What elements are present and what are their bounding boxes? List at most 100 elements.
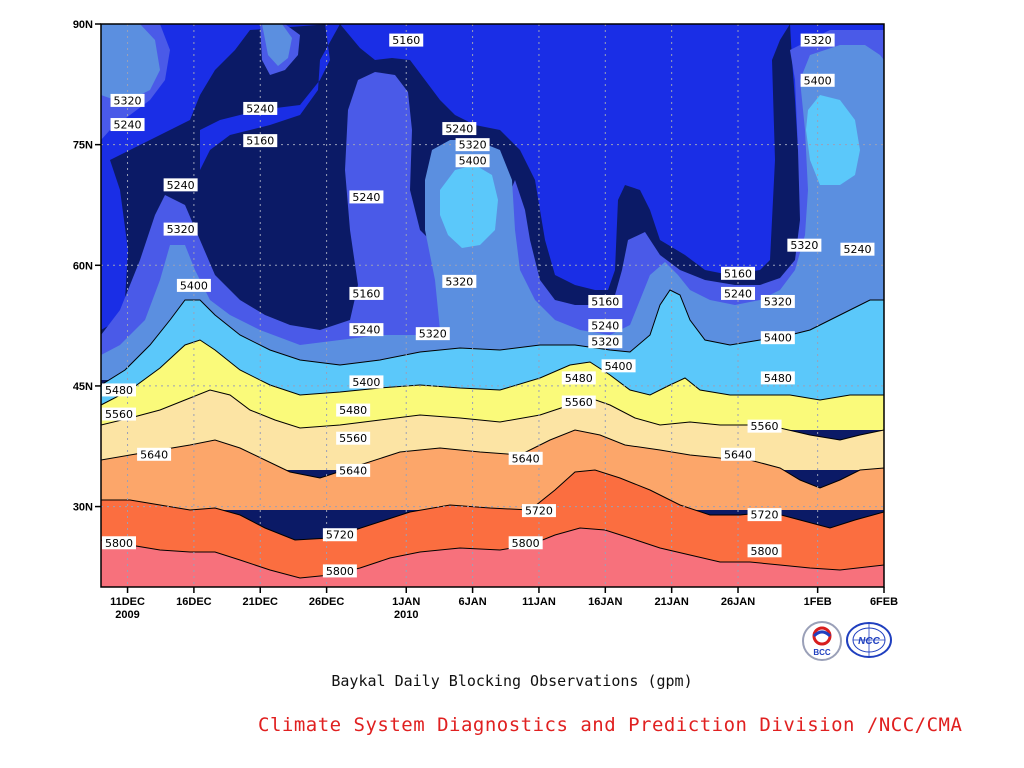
- contour-label-bg: [601, 359, 636, 373]
- contour-label-bg: [760, 294, 795, 308]
- chart-title: Baykal Daily Blocking Observations (gpm): [331, 672, 693, 690]
- x-tick-label: 16JAN: [588, 596, 622, 608]
- contour-label: 5320: [455, 138, 490, 152]
- contour-label: 5400: [760, 331, 795, 345]
- contour-label-text: 5240: [167, 179, 195, 192]
- contour-label: 5160: [588, 294, 623, 308]
- contour-label-text: 5640: [512, 452, 540, 465]
- x-tick-label: 16DEC: [176, 596, 212, 608]
- contour-line-5800: [101, 527, 884, 579]
- x-tick-label: 6JAN: [459, 596, 487, 608]
- contour-label-text: 5560: [565, 396, 593, 409]
- contour-label: 5240: [721, 286, 756, 300]
- contour-label-text: 5800: [751, 545, 779, 558]
- contour-label: 5480: [336, 403, 371, 417]
- contour-label-text: 5320: [591, 336, 619, 349]
- contour-label-bg: [415, 327, 450, 341]
- contour-label-text: 5800: [512, 537, 540, 550]
- x-tick-label: 26DEC: [309, 596, 345, 608]
- contour-label: 5160: [389, 33, 424, 47]
- contour-label: 5800: [322, 564, 357, 578]
- band-5160-5240: [101, 24, 884, 330]
- contour-label: 5160: [243, 134, 278, 148]
- band-5640-5720: [101, 430, 884, 510]
- contour-label: 5400: [176, 278, 211, 292]
- contour-label-bg: [442, 122, 477, 136]
- contour-label: 5320: [760, 294, 795, 308]
- contour-label: 5720: [521, 504, 556, 518]
- contour-label: 5480: [561, 371, 596, 385]
- contour-label: 5320: [110, 93, 145, 107]
- contour-label-bg: [102, 407, 136, 421]
- contour-label-text: 5320: [790, 239, 818, 252]
- y-tick-label: 60N: [73, 260, 93, 272]
- contour-label-text: 5640: [339, 464, 367, 477]
- contour-bands: [101, 24, 884, 587]
- contour-label-bg: [349, 190, 384, 204]
- contour-label: 5560: [102, 407, 136, 421]
- contour-label: 5400: [800, 73, 835, 87]
- contour-label: 5560: [561, 395, 596, 409]
- x-tick-year-label: 2009: [115, 609, 139, 621]
- x-tick-label: 26JAN: [721, 596, 755, 608]
- contour-label: 5240: [243, 101, 278, 115]
- contour-label: 5720: [747, 508, 782, 522]
- contour-label-text: 5640: [724, 448, 752, 461]
- contour-label-text: 5560: [105, 408, 133, 421]
- x-tick-label: 11DEC: [110, 596, 145, 608]
- contour-label-text: 5400: [764, 332, 792, 345]
- contour-label: 5240: [840, 242, 875, 256]
- contour-label: 5320: [800, 33, 835, 47]
- contour-labels: 5160 5320 5240 5240 5160 5240 5320 5400 5240 5160…: [102, 33, 875, 578]
- x-tick-label: 21DEC: [243, 596, 279, 608]
- contour-label-bg: [336, 403, 371, 417]
- contour-label-text: 5400: [352, 376, 380, 389]
- y-tick-label: 90N: [73, 19, 93, 31]
- contour-label-bg: [322, 564, 357, 578]
- contour-label-bg: [455, 138, 490, 152]
- contour-label-bg: [137, 447, 172, 461]
- band-5400-5480: [101, 95, 884, 410]
- band-5480-5560: [101, 340, 884, 430]
- contour-label: 5800: [747, 544, 782, 558]
- contour-label-bg: [349, 286, 384, 300]
- contour-label: 5240: [163, 178, 198, 192]
- contour-label-bg: [800, 33, 835, 47]
- contour-label-bg: [840, 242, 875, 256]
- contour-label: 5640: [721, 447, 756, 461]
- contour-label-bg: [747, 508, 782, 522]
- contour-label-bg: [163, 222, 198, 236]
- contour-label: 5800: [102, 536, 136, 550]
- contour-label: 5400: [455, 154, 490, 168]
- contour-label-text: 5480: [105, 384, 133, 397]
- contour-label-text: 5640: [140, 448, 168, 461]
- contour-label-bg: [747, 419, 782, 433]
- contour-label-bg: [787, 238, 822, 252]
- contour-label-text: 5400: [180, 279, 208, 292]
- contour-label-bg: [176, 278, 211, 292]
- contour-label-bg: [747, 544, 782, 558]
- contour-label-text: 5160: [352, 287, 380, 300]
- contour-label-bg: [349, 323, 384, 337]
- contour-label-bg: [349, 375, 384, 389]
- x-tick-label: 6FEB: [870, 596, 898, 608]
- contour-label-bg: [336, 463, 371, 477]
- contour-label-bg: [760, 371, 795, 385]
- credit-line: Climate System Diagnostics and Predictio…: [258, 714, 963, 736]
- contour-label-bg: [561, 395, 596, 409]
- contour-label-text: 5720: [326, 529, 354, 542]
- contour-label: 5160: [349, 286, 384, 300]
- contour-label: 5320: [415, 327, 450, 341]
- contour-label: 5240: [442, 122, 477, 136]
- contour-label: 5320: [442, 274, 477, 288]
- contour-label-text: 5720: [525, 505, 553, 518]
- ncc-logo-text: NCC: [858, 636, 880, 647]
- x-tick-label: 1JAN: [392, 596, 420, 608]
- contour-label-bg: [102, 383, 136, 397]
- contour-label-text: 5400: [804, 74, 832, 87]
- contour-label-text: 5480: [565, 372, 593, 385]
- plot-frame: [100, 23, 885, 588]
- y-tick-label: 45N: [73, 381, 93, 393]
